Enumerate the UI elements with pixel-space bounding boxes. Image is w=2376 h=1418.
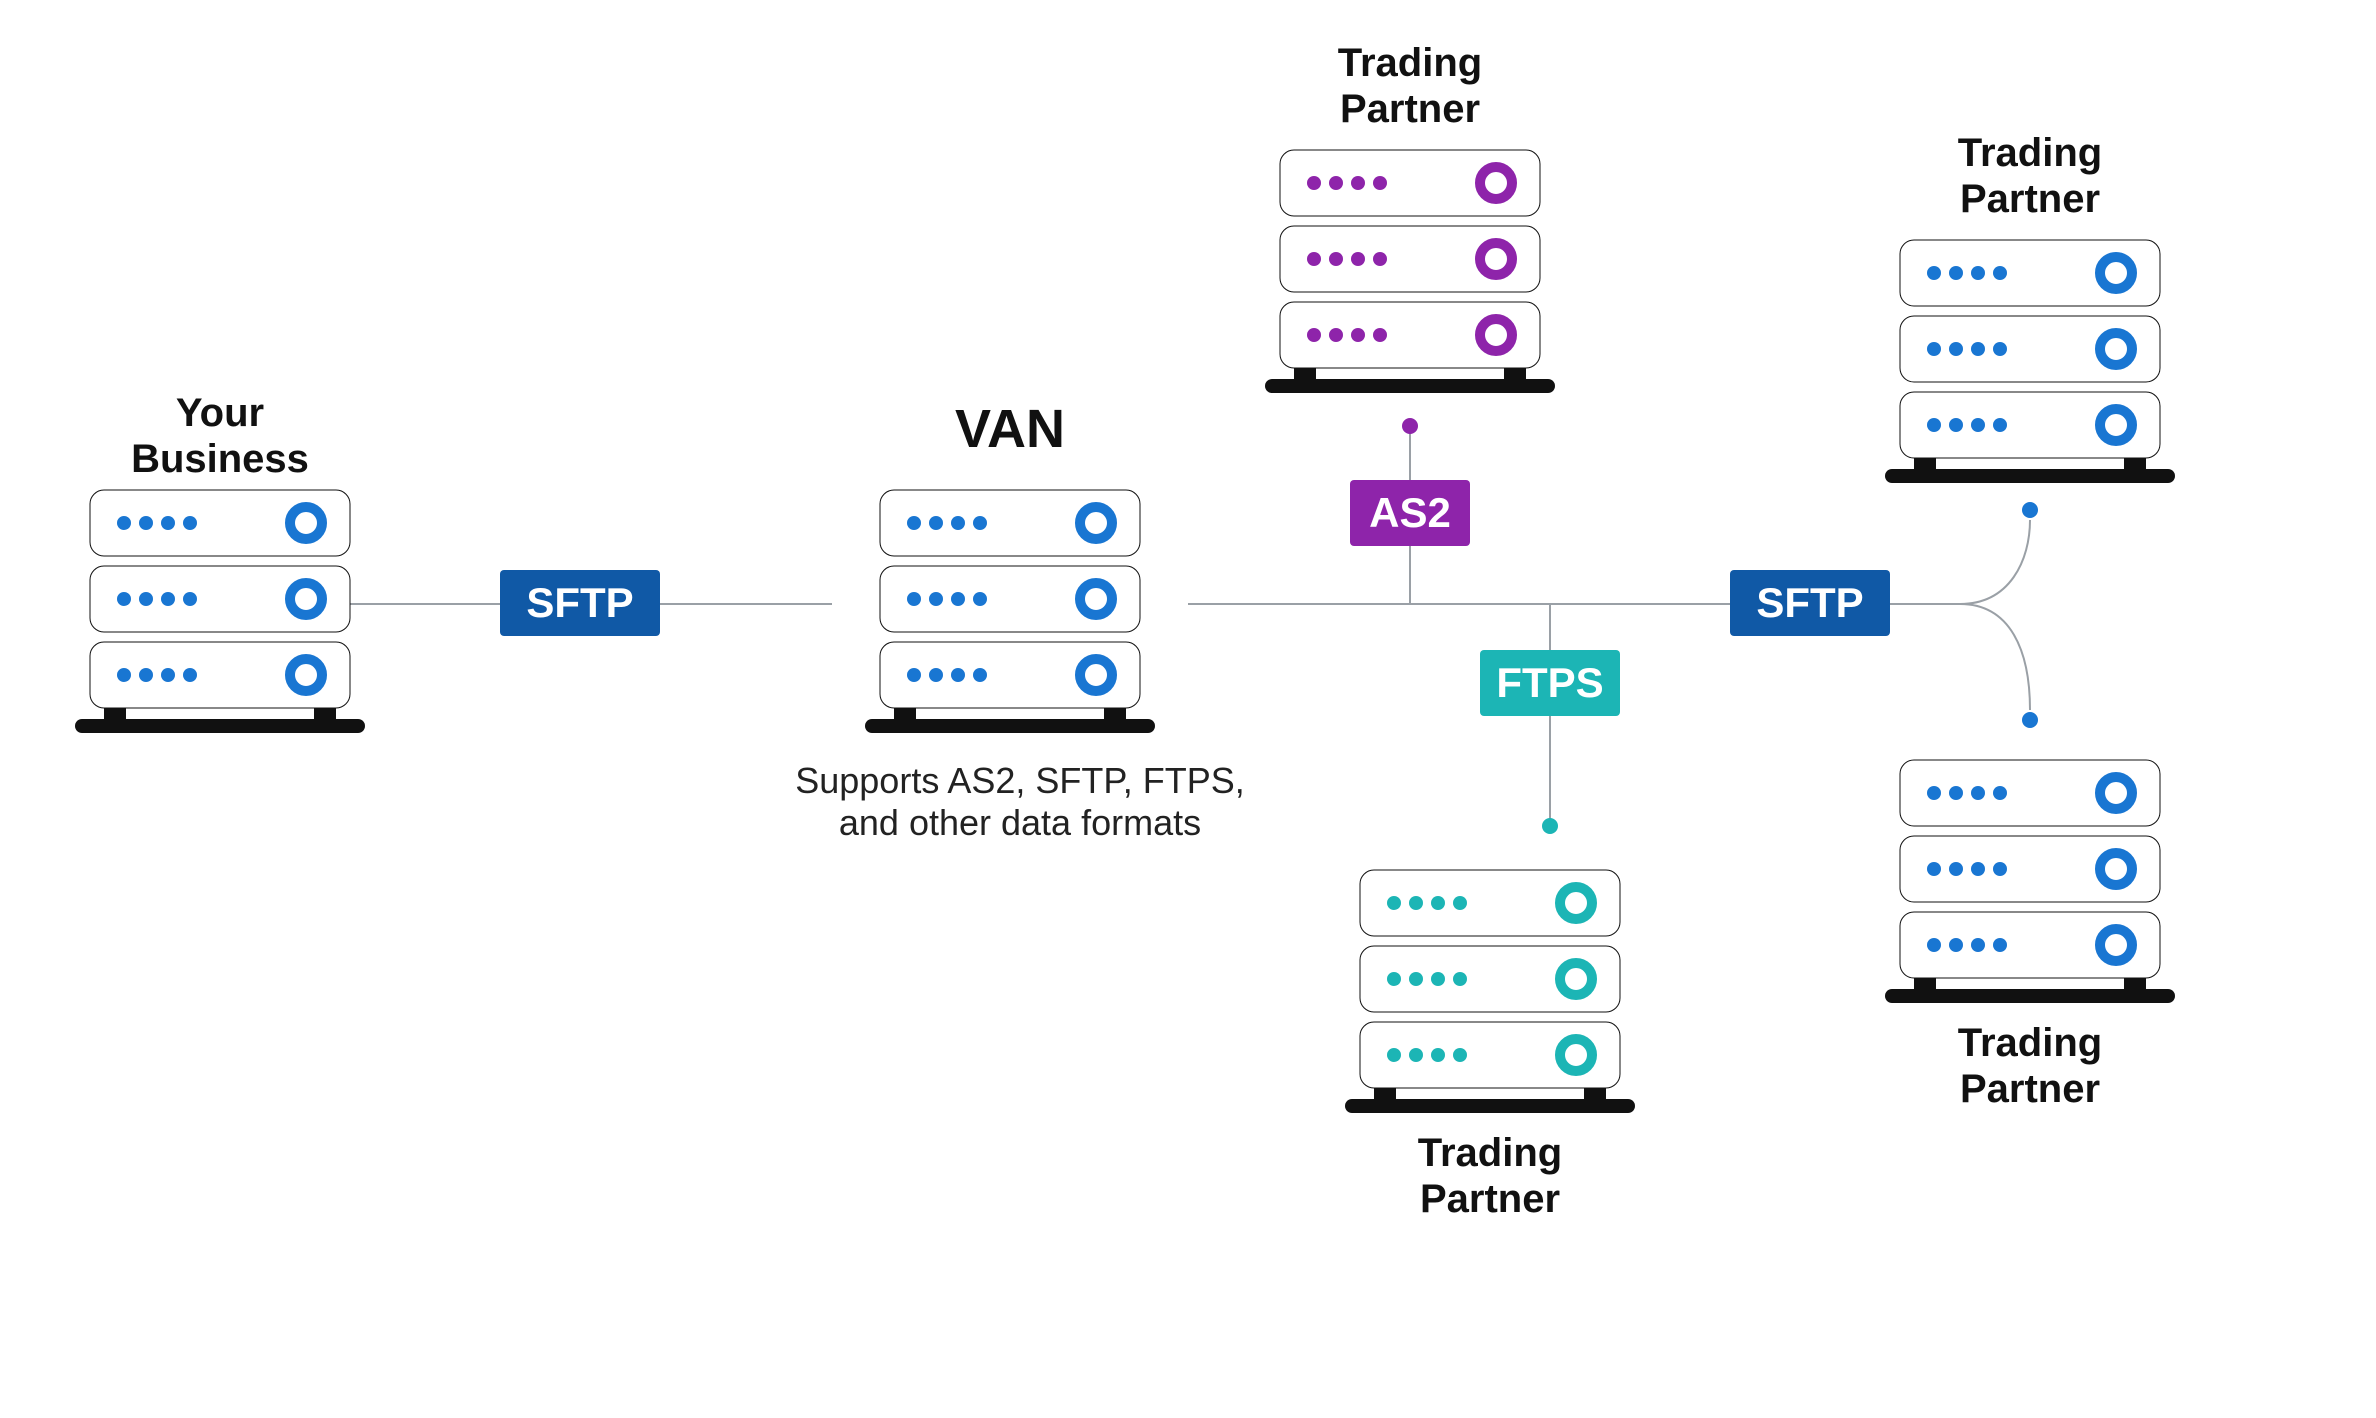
diagram-canvas: YourBusiness VAN Supports AS2, SFTP, FTPS,… <box>0 0 2376 1418</box>
tp_bottom-server-icon <box>1352 870 1628 1106</box>
your_business-label: YourBusiness <box>80 390 360 482</box>
protocol-badge-sftp_left: SFTP <box>500 570 660 636</box>
protocol-badge-sftp_right: SFTP <box>1730 570 1890 636</box>
your_business-server-icon <box>82 490 358 726</box>
tp_bottom-label: TradingPartner <box>1350 1130 1630 1222</box>
tp_right_bottom-server-icon <box>1892 760 2168 996</box>
tp_right_top-server-icon <box>1892 240 2168 476</box>
tp_right_bottom-label: TradingPartner <box>1890 1020 2170 1112</box>
van-label: VAN <box>890 398 1130 460</box>
van-subtitle: Supports AS2, SFTP, FTPS,and other data … <box>760 760 1280 844</box>
protocol-badge-ftps: FTPS <box>1480 650 1620 716</box>
tp_top-server-icon <box>1272 150 1548 386</box>
tp_top-label: TradingPartner <box>1270 40 1550 132</box>
protocol-badge-as2: AS2 <box>1350 480 1470 546</box>
tp_right_top-label: TradingPartner <box>1890 130 2170 222</box>
van-server-icon <box>872 490 1148 726</box>
